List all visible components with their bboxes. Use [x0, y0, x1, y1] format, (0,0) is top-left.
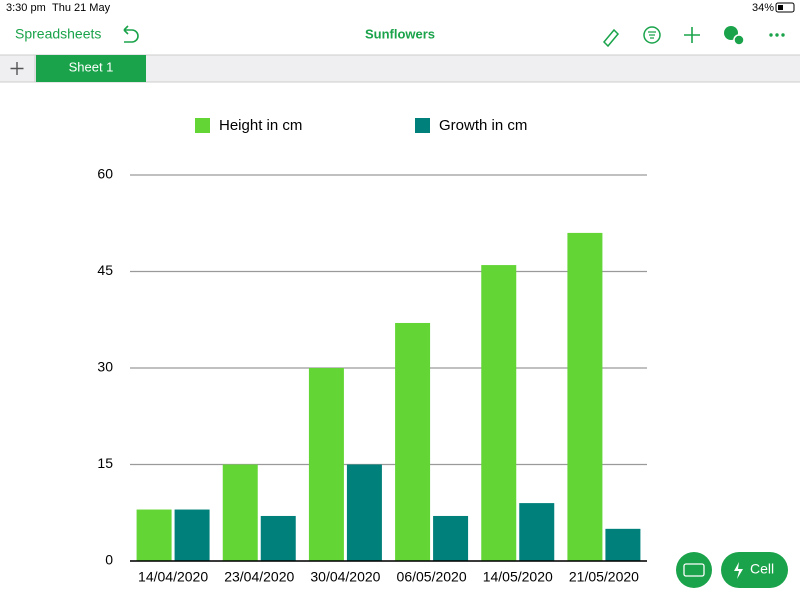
- bar: [136, 509, 172, 561]
- cell-icon: [734, 562, 743, 579]
- format-button[interactable]: [602, 28, 620, 48]
- x-tick-label: 23/04/2020: [224, 569, 294, 585]
- keyboard-button[interactable]: [676, 552, 712, 588]
- bar: [174, 509, 210, 561]
- collaborate-plus: [733, 34, 745, 46]
- add-sheet-button[interactable]: [10, 62, 24, 75]
- y-tick-label: 15: [97, 455, 113, 471]
- sheet-tab[interactable]: [36, 55, 146, 82]
- x-tick-label: 14/05/2020: [483, 569, 553, 585]
- bar: [260, 515, 296, 561]
- filter-button[interactable]: [643, 26, 661, 44]
- x-tick-label: 06/05/2020: [397, 569, 467, 585]
- x-tick-label: 14/04/2020: [138, 569, 208, 585]
- bar: [346, 464, 382, 561]
- battery-icon: [775, 2, 795, 13]
- back-button[interactable]: Spreadsheets: [15, 26, 101, 42]
- legend-label: Height in cm: [219, 117, 302, 134]
- cell-button[interactable]: [721, 552, 788, 588]
- status-time: 3:30 pm: [6, 2, 46, 14]
- y-tick-label: 0: [105, 552, 113, 568]
- filter-icon: [648, 31, 656, 39]
- bar: [481, 265, 517, 561]
- legend-label: Growth in cm: [439, 117, 527, 134]
- add-button[interactable]: [684, 27, 700, 43]
- bar: [519, 503, 555, 561]
- document-title: Sunflowers: [365, 26, 435, 41]
- undo-button[interactable]: [123, 25, 139, 43]
- more-dot[interactable]: [781, 33, 785, 37]
- y-tick-label: 30: [97, 359, 113, 375]
- bar: [222, 464, 258, 561]
- cell-button-label[interactable]: Cell: [750, 561, 774, 577]
- y-tick-label: 60: [97, 166, 113, 182]
- status-battery: 34%: [752, 2, 774, 14]
- sheet-tab-label[interactable]: Sheet 1: [69, 59, 114, 74]
- status-date: Thu 21 May: [52, 2, 111, 14]
- y-tick-label: 45: [97, 262, 113, 278]
- x-tick-label: 21/05/2020: [569, 569, 639, 585]
- more-dot[interactable]: [775, 33, 779, 37]
- bar: [605, 528, 641, 561]
- bar: [395, 322, 431, 561]
- x-tick-label: 30/04/2020: [310, 569, 380, 585]
- battery-level: [778, 5, 783, 10]
- bar: [567, 232, 603, 561]
- keyboard-icon: [683, 563, 705, 577]
- bar: [308, 368, 344, 561]
- legend-swatch: [415, 118, 430, 133]
- more-dot[interactable]: [769, 33, 773, 37]
- legend-swatch: [195, 118, 210, 133]
- chart: 0 15 30 45 60 Height in cm Growth in cm 14/04/2…: [97, 117, 647, 585]
- bar: [433, 515, 469, 561]
